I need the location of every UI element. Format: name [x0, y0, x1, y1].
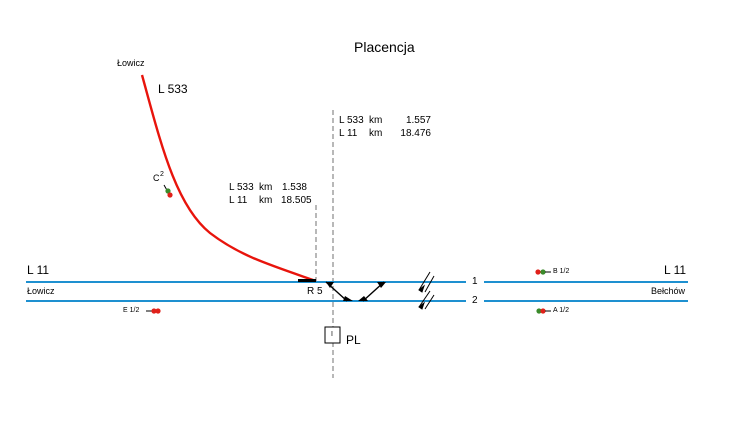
km-left-row-1: L 533 km 1.538 [229, 181, 307, 194]
insulator-track-1 [418, 271, 435, 293]
km-right-row-1-value: 1.557 [405, 115, 431, 126]
km-right-row-2: L 11 km 18.476 [339, 127, 431, 140]
km-left-row-1-value: 1.538 [281, 182, 307, 193]
track-2-number: 2 [472, 295, 478, 306]
signal-c-number: 2 [160, 171, 164, 178]
km-right-row-1: L 533 km 1.557 [339, 114, 431, 127]
signal-b-label: B 1/2 [553, 268, 570, 275]
signal-c-letter: C [153, 173, 160, 183]
insulator-track-2 [418, 290, 435, 310]
km-right-row-1-unit: km [369, 115, 383, 126]
switch-r5-marker [298, 279, 316, 282]
track-1-number: 1 [472, 276, 478, 287]
signal-e [146, 308, 161, 314]
signal-a [536, 308, 551, 314]
km-right-row-1-line: L 533 [339, 115, 364, 126]
post-pl-box [324, 326, 341, 344]
crossover-left-bottom-marker [343, 296, 353, 301]
place-lowicz-top: Łowicz [117, 58, 145, 68]
line-533-track [140, 74, 317, 283]
signal-b [535, 269, 551, 275]
km-left-row-2: L 11 km 18.505 [229, 194, 312, 207]
crossover-right-top-marker [377, 282, 386, 288]
line-l11-left-label: L 11 [27, 263, 50, 277]
km-block-right: L 533 km 1.557 L 11 km 18.476 [339, 114, 431, 140]
place-belchow: Bełchów [651, 286, 686, 296]
signal-a-label: A 1/2 [553, 307, 569, 314]
km-left-row-1-unit: km [259, 182, 273, 193]
signal-e-label: E 1/2 [123, 307, 140, 314]
post-pl-label: PL [346, 333, 361, 347]
km-left-row-2-unit: km [259, 195, 273, 206]
km-block-left: L 533 km 1.538 L 11 km 18.505 [229, 181, 312, 207]
km-left-row-2-line: L 11 [229, 195, 248, 206]
diagram-title: Placencja [354, 39, 415, 55]
km-right-row-2-value: 18.476 [400, 128, 431, 139]
post-box-mark: I [331, 331, 333, 338]
crossover-left-top-marker [326, 282, 334, 288]
crossover-right-bottom-marker [358, 296, 368, 301]
km-left-row-2-value: 18.505 [281, 195, 312, 206]
line-l11-right-label: L 11 [664, 263, 687, 277]
km-right-row-2-line: L 11 [339, 128, 358, 139]
km-right-row-2-unit: km [369, 128, 383, 139]
signal-c [163, 184, 173, 198]
switch-r5-label: R 5 [307, 286, 323, 297]
place-lowicz-left: Łowicz [27, 286, 55, 296]
km-left-row-1-line: L 533 [229, 182, 254, 193]
line-533-label: L 533 [158, 82, 188, 96]
